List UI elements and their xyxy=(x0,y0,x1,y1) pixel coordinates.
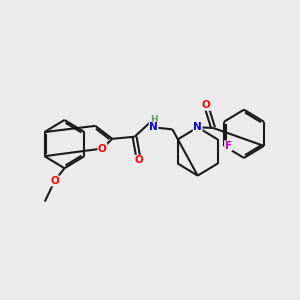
Text: N: N xyxy=(193,122,202,132)
Text: N: N xyxy=(149,122,158,132)
Text: H: H xyxy=(150,115,158,124)
Text: F: F xyxy=(225,141,232,151)
Text: O: O xyxy=(98,143,107,154)
Text: O: O xyxy=(50,176,59,186)
Text: O: O xyxy=(134,155,143,165)
Text: O: O xyxy=(202,100,211,110)
